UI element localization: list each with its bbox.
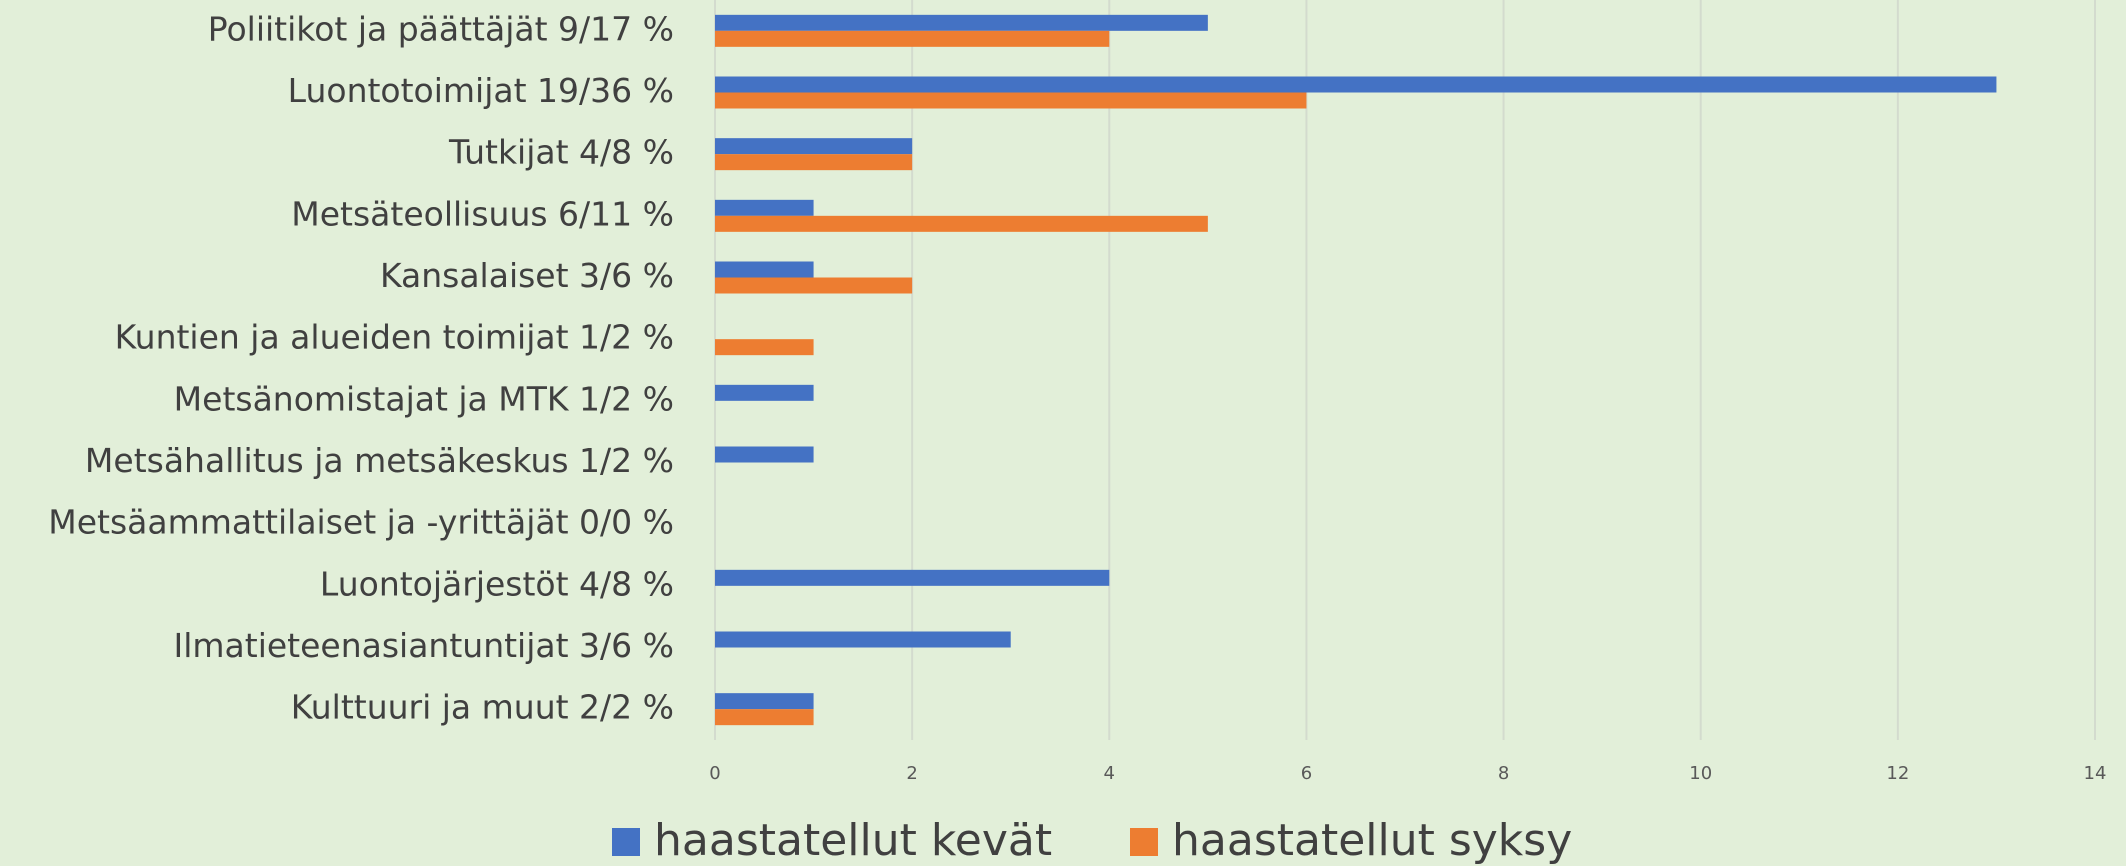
bar [715, 631, 1011, 648]
y-tick-label: Ilmatieteenasiantuntijat 3/6 % [173, 626, 674, 665]
legend-swatch [612, 828, 640, 856]
bar [715, 569, 1110, 586]
bar [715, 138, 913, 155]
x-tick-label: 8 [1498, 763, 1509, 784]
y-tick-label: Metsänomistajat ja MTK 1/2 % [174, 379, 674, 418]
bar [715, 709, 814, 726]
x-tick-label: 12 [1886, 763, 1909, 784]
y-tick-label: Kansalaiset 3/6 % [380, 256, 674, 295]
y-tick-label: Metsähallitus ja metsäkeskus 1/2 % [85, 441, 674, 480]
bar [715, 154, 913, 171]
bar [715, 261, 814, 278]
x-tick-label: 4 [1104, 763, 1115, 784]
y-tick-label: Metsäteollisuus 6/11 % [291, 194, 674, 233]
bar [715, 199, 814, 216]
x-tick-label: 6 [1301, 763, 1312, 784]
y-tick-label: Tutkijat 4/8 % [448, 133, 674, 172]
y-tick-label: Kuntien ja alueiden toimijat 1/2 % [115, 318, 674, 357]
bar [715, 339, 814, 356]
x-tick-label: 10 [1689, 763, 1712, 784]
bar [715, 215, 1208, 232]
y-tick-label: Luontojärjestöt 4/8 % [320, 564, 674, 603]
bar [715, 384, 814, 401]
legend-swatch [1130, 828, 1158, 856]
x-tick-label: 0 [709, 763, 720, 784]
legend-label: haastatellut syksy [1172, 815, 1572, 866]
bar [715, 76, 1997, 93]
bar [715, 446, 814, 463]
bar [715, 30, 1110, 47]
bar [715, 693, 814, 710]
bar [715, 277, 913, 294]
legend-label: haastatellut kevät [654, 815, 1052, 866]
bar [715, 14, 1208, 31]
x-tick-label: 14 [2084, 763, 2107, 784]
y-tick-label: Metsäammattilaiset ja -yrittäjät 0/0 % [48, 503, 674, 542]
y-tick-label: Poliitikot ja päättäjät 9/17 % [208, 9, 674, 48]
bar [715, 92, 1307, 109]
y-tick-label: Luontotoimijat 19/36 % [288, 71, 674, 110]
x-tick-label: 2 [906, 763, 917, 784]
y-tick-label: Kulttuuri ja muut 2/2 % [291, 688, 674, 727]
